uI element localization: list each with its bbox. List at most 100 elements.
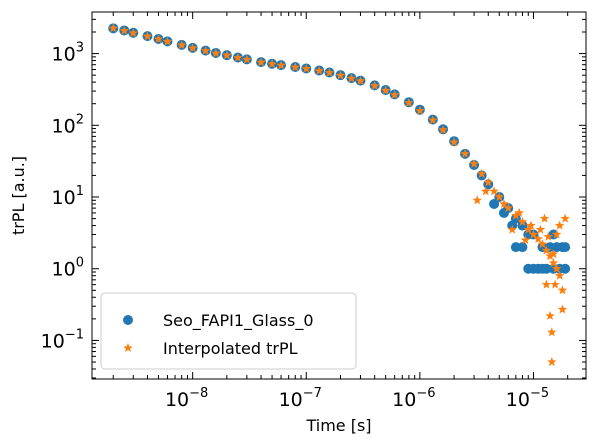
legend-item-2: Interpolated trPL bbox=[123, 339, 298, 358]
x-axis-label: Time [s] bbox=[305, 416, 371, 435]
data-point bbox=[222, 50, 232, 60]
legend-label: Interpolated trPL bbox=[163, 339, 298, 358]
x-tick-exponent: −7 bbox=[303, 386, 322, 401]
data-point bbox=[369, 80, 380, 90]
data-point bbox=[533, 233, 543, 244]
data-point bbox=[548, 258, 559, 268]
data-point bbox=[547, 327, 557, 337]
data-point bbox=[200, 45, 211, 55]
data-point bbox=[335, 70, 346, 80]
data-point bbox=[539, 213, 550, 223]
data-point bbox=[494, 192, 505, 202]
data-point bbox=[415, 105, 425, 115]
y-tick-label: 100 bbox=[52, 256, 84, 281]
x-tick-base: 10 bbox=[279, 389, 303, 411]
data-point bbox=[551, 263, 562, 273]
legend-label: Seo_FAPI1_Glass_0 bbox=[163, 311, 314, 331]
x-tick-label: 10−8 bbox=[165, 386, 208, 411]
x-tick-label: 10−6 bbox=[392, 386, 435, 411]
data-point bbox=[489, 186, 499, 196]
y-tick-exponent: 0 bbox=[76, 256, 84, 271]
data-point bbox=[128, 28, 139, 38]
series-layer bbox=[108, 23, 571, 367]
data-point bbox=[233, 52, 243, 62]
data-point bbox=[242, 54, 252, 64]
data-point bbox=[541, 279, 552, 289]
data-point bbox=[267, 59, 277, 69]
data-point bbox=[554, 270, 565, 280]
data-point bbox=[557, 285, 568, 295]
legend: Seo_FAPI1_Glass_0 Interpolated trPL bbox=[100, 292, 357, 370]
data-point bbox=[550, 279, 560, 289]
data-point bbox=[517, 220, 528, 231]
data-point bbox=[108, 23, 119, 33]
y-tick-exponent: −1 bbox=[65, 327, 84, 342]
data-point bbox=[162, 36, 173, 46]
y-tick-label: 10−1 bbox=[41, 327, 84, 352]
data-point bbox=[346, 73, 357, 83]
data-point bbox=[528, 229, 539, 239]
data-point bbox=[276, 60, 286, 70]
data-point bbox=[520, 235, 531, 245]
x-tick-label: 10−5 bbox=[506, 386, 549, 411]
data-point bbox=[256, 57, 266, 67]
data-point bbox=[535, 224, 546, 234]
y-tick-base: 10 bbox=[52, 187, 76, 209]
y-tick-base: 10 bbox=[52, 115, 76, 137]
data-point bbox=[511, 210, 521, 220]
x-tick-exponent: −8 bbox=[189, 386, 208, 401]
x-tick-exponent: −5 bbox=[530, 386, 549, 401]
data-point bbox=[543, 231, 554, 241]
y-tick-label: 103 bbox=[52, 41, 84, 66]
y-tick-exponent: 2 bbox=[76, 112, 84, 127]
x-tick-exponent: −6 bbox=[416, 386, 435, 401]
series-2 bbox=[108, 23, 570, 367]
data-point bbox=[211, 48, 221, 58]
data-point bbox=[301, 63, 312, 73]
data-point bbox=[389, 89, 400, 99]
legend-item-1: Seo_FAPI1_Glass_0 bbox=[123, 311, 314, 331]
data-point bbox=[551, 229, 562, 239]
data-point bbox=[517, 242, 528, 253]
x-tick-base: 10 bbox=[165, 389, 189, 411]
data-point bbox=[560, 213, 570, 223]
data-point bbox=[541, 245, 552, 255]
data-point bbox=[119, 25, 130, 35]
data-point bbox=[545, 310, 555, 320]
data-point bbox=[503, 203, 514, 213]
data-point bbox=[517, 216, 528, 226]
data-point bbox=[557, 304, 568, 314]
data-point bbox=[499, 198, 509, 209]
data-point bbox=[537, 239, 548, 249]
data-point bbox=[560, 263, 571, 274]
y-tick-base: 10 bbox=[52, 259, 76, 281]
legend-marker-circle bbox=[123, 315, 133, 325]
data-point bbox=[449, 137, 459, 147]
data-point bbox=[380, 85, 391, 95]
y-axis-label: trPL [a.u.] bbox=[9, 156, 28, 235]
data-point bbox=[560, 242, 571, 253]
x-tick-base: 10 bbox=[506, 389, 530, 411]
x-tick-label: 10−7 bbox=[279, 386, 322, 411]
y-tick-label: 102 bbox=[52, 112, 84, 137]
plot-frame bbox=[91, 11, 587, 380]
data-point bbox=[545, 251, 555, 261]
data-point bbox=[142, 31, 153, 41]
y-tick-exponent: 1 bbox=[76, 184, 84, 199]
data-point bbox=[176, 40, 187, 50]
data-point bbox=[153, 34, 164, 44]
data-point bbox=[355, 75, 366, 86]
data-point bbox=[480, 186, 491, 196]
data-point bbox=[438, 124, 448, 135]
data-point bbox=[514, 207, 525, 217]
data-point bbox=[476, 168, 487, 178]
data-point bbox=[290, 62, 301, 72]
data-point bbox=[428, 115, 438, 125]
data-point bbox=[507, 224, 517, 234]
legend-box bbox=[100, 292, 357, 370]
data-point bbox=[547, 357, 557, 367]
data-point bbox=[489, 198, 500, 209]
